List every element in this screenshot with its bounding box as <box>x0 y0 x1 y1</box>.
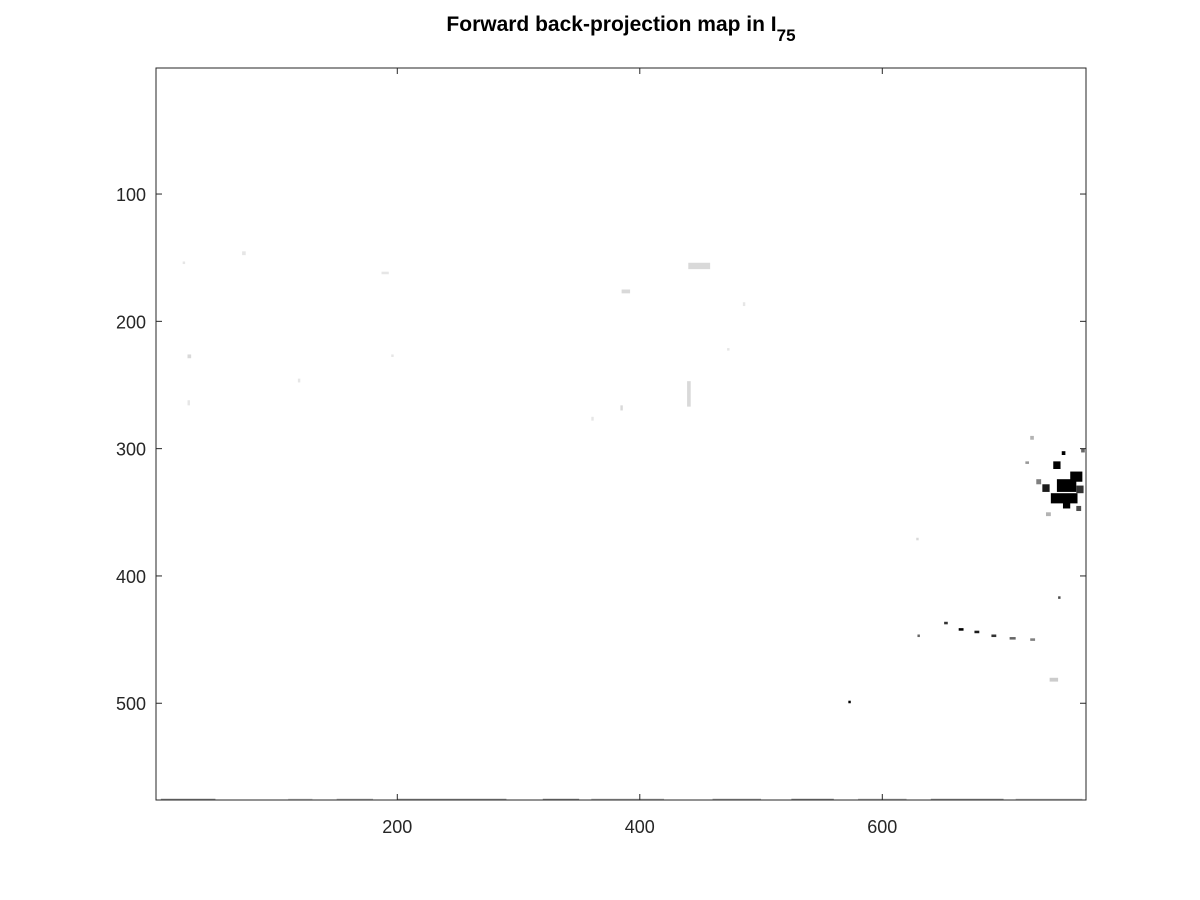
plot-area: 200 400 600 100 200 300 400 500 <box>116 67 1087 837</box>
heatmap-blob-10 <box>1025 461 1030 464</box>
x-tick-label-600: 600 <box>867 817 897 837</box>
x-tick-label-200: 200 <box>382 817 412 837</box>
heatmap-blob-27 <box>620 405 623 411</box>
heatmap-blob-36 <box>391 354 394 357</box>
heatmap-blob-30 <box>727 348 730 351</box>
heatmap-blob-9 <box>1076 505 1082 512</box>
heatmap-image <box>182 251 1085 704</box>
bottom-strip-segment-3 <box>397 798 507 800</box>
bottom-strip-segment-7 <box>791 798 834 800</box>
heatmap-blob-22 <box>1058 596 1061 599</box>
bottom-strip-segment-1 <box>288 798 313 800</box>
bottom-strip-segment-9 <box>930 798 1004 800</box>
y-axis: 100 200 300 400 500 <box>116 185 1086 714</box>
heatmap-blob-7 <box>1036 479 1042 485</box>
y-tick-label-500: 500 <box>116 694 146 714</box>
heatmap-blob-5 <box>1042 484 1050 492</box>
heatmap-blob-26 <box>621 289 631 294</box>
bottom-strip-segment-6 <box>712 798 762 800</box>
heatmap-blob-20 <box>1030 638 1036 641</box>
heatmap-blob-16 <box>958 628 964 631</box>
y-tick-label-300: 300 <box>116 440 146 460</box>
bottom-strip-segment-0 <box>160 798 216 800</box>
heatmap-blob-18 <box>991 634 997 638</box>
bottom-strip-segment-5 <box>591 798 665 800</box>
heatmap-blob-6 <box>1076 485 1084 494</box>
chart-title-text: Forward back-projection map in I <box>446 13 776 36</box>
heatmap-blob-8 <box>1061 451 1066 456</box>
heatmap-blob-2 <box>1070 471 1083 482</box>
y-tick-label-200: 200 <box>116 312 146 332</box>
bottom-strip-segment-2 <box>336 798 374 800</box>
heatmap-blob-24 <box>688 262 711 270</box>
heatmap-blob-35 <box>297 378 301 383</box>
heatmap-blob-14 <box>848 700 851 704</box>
heatmap-blob-17 <box>974 630 980 634</box>
heatmap-blob-33 <box>187 400 190 406</box>
heatmap-blob-11 <box>1081 448 1085 453</box>
heatmap-blob-12 <box>1045 512 1051 517</box>
heatmap-blob-37 <box>182 261 186 265</box>
heatmap-blob-4 <box>1062 498 1071 509</box>
heatmap-blob-31 <box>381 271 389 275</box>
heatmap-blob-32 <box>187 354 192 359</box>
heatmap-blob-34 <box>242 251 246 256</box>
heatmap-blob-29 <box>742 302 746 307</box>
heatmap-blob-19 <box>1009 637 1016 640</box>
plot-background <box>156 68 1086 800</box>
bottom-strip-segment-10 <box>1015 798 1083 800</box>
bottom-strip-segment-4 <box>542 798 580 800</box>
y-tick-label-100: 100 <box>116 185 146 205</box>
heatmap-blob-28 <box>591 416 594 421</box>
x-axis: 200 400 600 <box>382 68 897 837</box>
chart-title-subscript: 75 <box>777 26 796 45</box>
plot-frame <box>155 67 1087 801</box>
heatmap-blob-13 <box>1030 435 1034 440</box>
x-tick-label-400: 400 <box>625 817 655 837</box>
heatmap-blob-38 <box>916 537 919 541</box>
heatmap-blob-3 <box>1053 461 1061 470</box>
heatmap-blob-23 <box>1049 677 1059 682</box>
heatmap-blob-15 <box>944 621 948 625</box>
heatmap-blob-1 <box>1056 479 1077 492</box>
heatmap-blob-25 <box>687 381 691 407</box>
heatmap-blob-21 <box>917 634 920 638</box>
chart-title: Forward back-projection map in I75 <box>446 13 795 45</box>
y-tick-label-400: 400 <box>116 567 146 587</box>
